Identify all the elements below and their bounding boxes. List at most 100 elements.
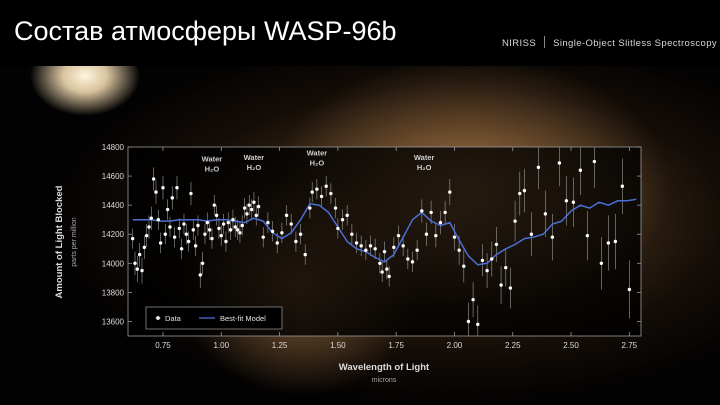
data-point: [158, 241, 163, 245]
data-point: [172, 235, 177, 239]
y-tick-label: 13600: [102, 317, 125, 326]
data-point: [224, 239, 228, 244]
data-point: [249, 207, 254, 212]
data-point: [499, 283, 503, 287]
data-point: [137, 252, 142, 257]
data-point: [280, 231, 284, 235]
data-point: [184, 232, 188, 236]
data-point: [207, 228, 212, 232]
data-point: [336, 226, 340, 231]
data-point: [238, 231, 242, 235]
data-point: [396, 233, 401, 238]
data-point: [182, 222, 186, 226]
data-point: [443, 210, 447, 215]
header-bar: Состав атмосферы WASP-96b NIRISS Single-O…: [0, 0, 720, 66]
instrument-name: NIRISS: [502, 38, 537, 49]
data-point: [424, 232, 429, 236]
data-point: [163, 232, 168, 236]
water-annotation-formula: H₂O: [417, 163, 432, 172]
data-points: [130, 159, 632, 327]
data-point: [254, 213, 258, 218]
data-point: [205, 220, 209, 225]
data-point: [471, 297, 475, 302]
y-tick-label: 14000: [102, 259, 125, 268]
data-point: [420, 209, 424, 213]
data-point: [392, 245, 396, 250]
data-point: [536, 165, 541, 170]
data-point: [354, 241, 359, 245]
y-tick-label: 14400: [102, 201, 125, 210]
slide-title: Состав атмосферы WASP-96b: [14, 16, 397, 46]
data-point: [156, 217, 161, 222]
water-annotation-formula: H₂O: [205, 165, 220, 174]
x-tick-label: 2.00: [447, 341, 463, 350]
y-tick-label: 14600: [102, 172, 125, 181]
data-point: [179, 247, 184, 251]
instrument-label: NIRISS Single-Object Slitless Spectroscop…: [502, 36, 717, 49]
data-point: [380, 270, 384, 274]
data-point: [494, 242, 499, 247]
data-point: [476, 322, 480, 327]
data-point: [212, 203, 216, 207]
data-point: [564, 199, 569, 203]
data-point: [154, 190, 158, 194]
data-point: [434, 233, 438, 238]
data-point: [193, 244, 198, 248]
data-point: [189, 191, 193, 196]
water-annotation-label: Water: [307, 149, 328, 158]
data-point: [203, 232, 207, 236]
data-point: [508, 286, 513, 290]
x-axis-ticks: 0.75 1.00 1.25 1.50 1.75 2.00 2.25 2.50 2.75: [155, 147, 638, 350]
data-point: [543, 212, 548, 216]
data-point: [448, 190, 452, 194]
x-tick-label: 2.25: [505, 341, 521, 350]
data-point: [599, 261, 604, 266]
x-tick-label: 2.75: [622, 341, 638, 350]
data-point: [606, 241, 611, 245]
data-point: [385, 267, 389, 271]
data-point: [518, 191, 522, 196]
observation-mode: Single-Object Slitless Spectroscopy: [553, 38, 718, 49]
x-axis-unit: microns: [372, 377, 397, 384]
x-tick-label: 2.50: [563, 341, 579, 350]
data-point: [319, 194, 324, 199]
water-annotation-label: Water: [244, 153, 265, 162]
data-point: [170, 196, 175, 200]
data-point: [329, 191, 333, 196]
data-point: [200, 261, 205, 266]
data-point: [298, 232, 303, 236]
data-point: [247, 203, 251, 207]
data-point: [462, 264, 466, 268]
data-point: [240, 223, 244, 228]
data-point: [133, 261, 137, 266]
data-point: [228, 228, 233, 232]
data-point: [191, 228, 195, 232]
y-tick-label: 14800: [102, 143, 125, 152]
data-point: [504, 265, 508, 270]
data-point: [226, 220, 230, 225]
data-point: [466, 319, 471, 324]
data-point: [242, 206, 247, 210]
data-point: [130, 236, 135, 241]
data-point: [429, 210, 433, 215]
y-axis-unit: parts per million: [71, 217, 78, 267]
data-point: [261, 235, 265, 239]
data-point: [485, 268, 489, 273]
water-annotation-label: Water: [202, 155, 223, 164]
data-point: [522, 188, 527, 193]
data-point: [289, 222, 293, 226]
data-point: [620, 184, 625, 188]
data-point: [214, 213, 219, 218]
water-annotation-formula: H₂O: [247, 163, 262, 172]
data-point: [270, 229, 275, 234]
water-annotation-label: Water: [414, 153, 435, 162]
data-point: [401, 244, 405, 248]
water-annotation-formula: H₂O: [310, 159, 325, 168]
data-point: [373, 247, 377, 251]
data-point: [231, 217, 235, 222]
data-point: [308, 206, 312, 210]
data-point: [406, 257, 410, 261]
